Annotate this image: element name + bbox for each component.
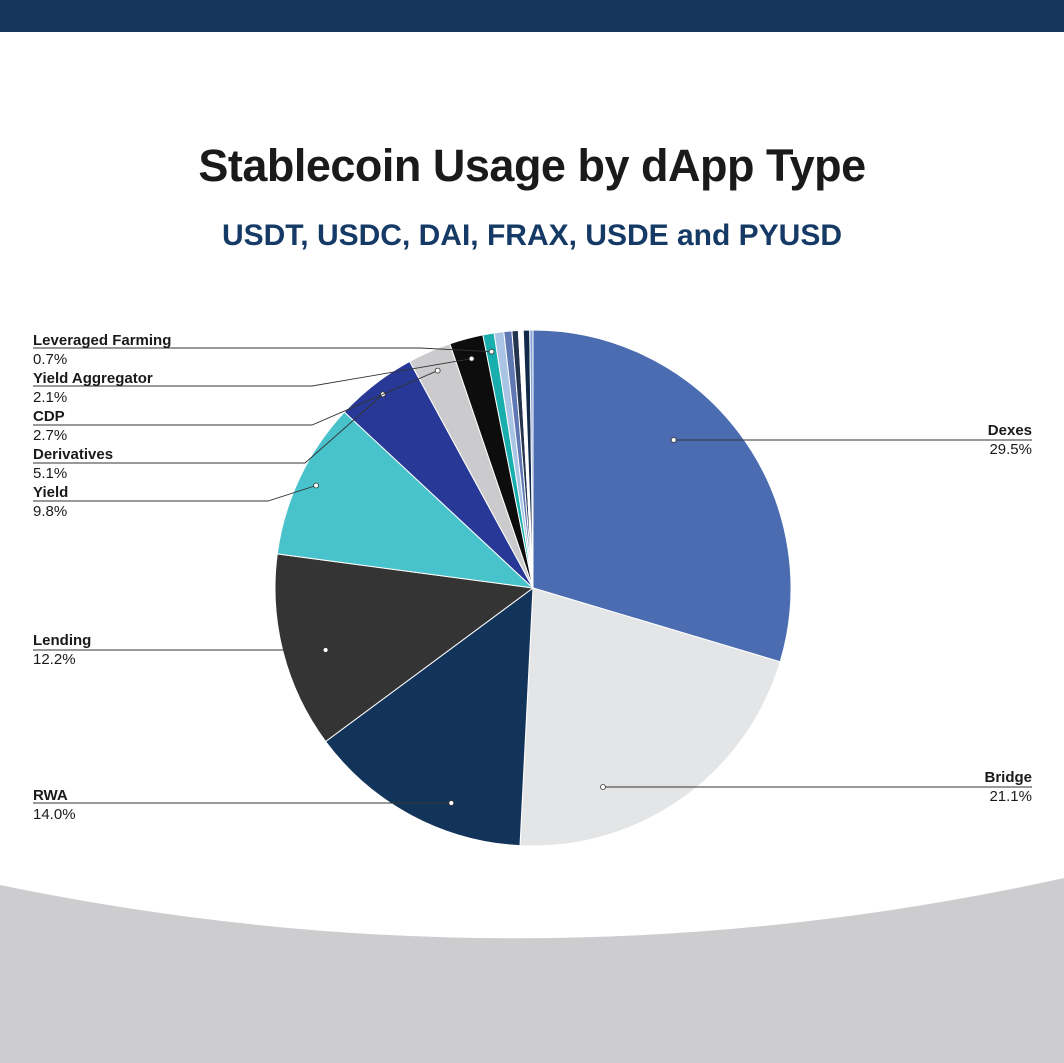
label-rwa: RWA 14.0% [33,786,76,824]
pie-slice-dexes [532,329,792,663]
leader-dot-leveraged-farming [488,348,495,355]
leader-dot-bridge [600,784,606,790]
label-derivatives-name: Derivatives [33,446,114,463]
pie-slice-other-14 [529,329,534,589]
label-cdp-name: CDP [33,408,65,425]
label-bridge-name: Bridge [984,769,1032,786]
leader-dot-dexes [670,437,677,443]
label-leveraged-farming-name: Leveraged Farming [33,332,172,349]
label-yield: Yield 9.8% [33,483,68,521]
label-dexes-name: Dexes [987,422,1032,439]
leader-dot-rwa [448,800,455,806]
label-derivatives-value: 5.1% [33,465,68,482]
bottom-band [0,878,1064,1063]
leader-line-derivatives [33,393,384,464]
label-dexes: Dexes 29.5% [900,421,1032,459]
label-dexes-value: 29.5% [989,441,1032,458]
label-yield-aggregator: Yield Aggregator 2.1% [33,369,153,407]
leader-dot-yield-aggregator [468,355,475,362]
leader-line-yield [33,485,317,502]
label-lending-name: Lending [33,632,92,649]
label-rwa-value: 14.0% [33,806,76,823]
pie-slice-rwa [324,586,534,847]
pie-slice-lending [274,553,535,743]
label-leveraged-farming: Leveraged Farming 0.7% [33,331,171,369]
label-derivatives: Derivatives 5.1% [33,445,113,483]
top-bar [0,0,1064,32]
chart-title: Stablecoin Usage by dApp Type [198,140,866,191]
label-yield-value: 9.8% [33,503,68,520]
leader-dot-cdp [434,367,441,374]
leader-line-cdp [33,370,438,426]
pie-slice-yield [276,411,535,589]
label-leveraged-farming-value: 0.7% [33,351,68,368]
label-bridge-value: 21.1% [989,788,1032,805]
leader-line-yield-aggregator [33,358,472,387]
leader-dot-lending [322,647,329,653]
label-lending: Lending 12.2% [33,631,91,669]
label-yield-name: Yield [33,484,69,501]
label-bridge: Bridge 21.1% [900,768,1032,806]
label-cdp: CDP 2.7% [33,407,67,445]
pie-slice-bridge [519,587,781,847]
leader-dot-yield [313,482,320,489]
label-yield-aggregator-value: 2.1% [33,389,68,406]
label-lending-value: 12.2% [33,651,76,668]
label-cdp-value: 2.7% [33,427,68,444]
chart-subtitle: USDT, USDC, DAI, FRAX, USDE and PYUSD [221,219,843,252]
label-rwa-name: RWA [33,787,68,804]
leader-line-leveraged-farming [33,347,492,353]
label-yield-aggregator-name: Yield Aggregator [33,370,153,387]
